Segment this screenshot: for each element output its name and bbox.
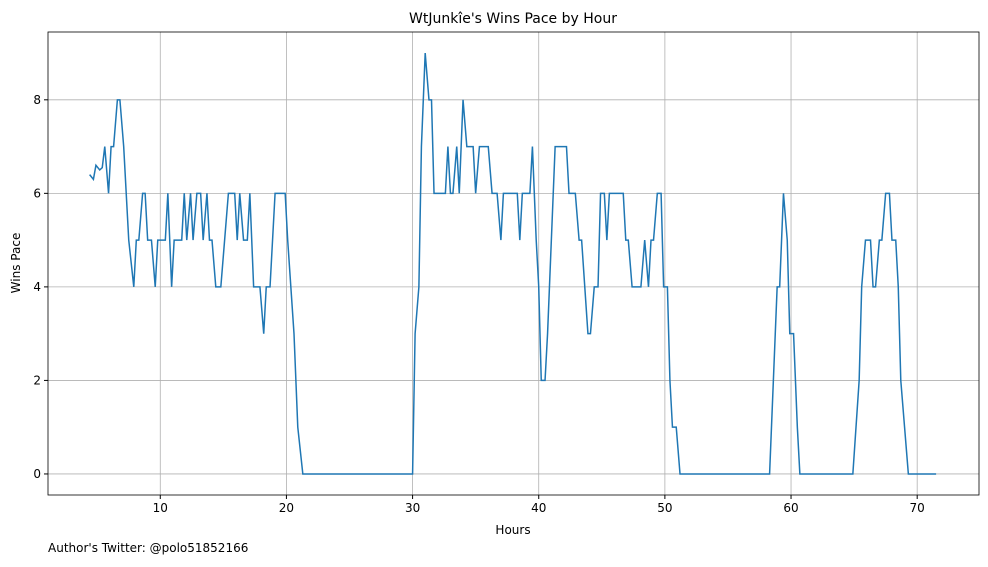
x-tick-label: 30 xyxy=(405,501,420,515)
y-tick-label: 2 xyxy=(33,373,41,387)
x-axis-label: Hours xyxy=(495,523,530,537)
y-axis-label: Wins Pace xyxy=(9,233,23,294)
chart-title: WtJunkîe's Wins Pace by Hour xyxy=(409,11,617,27)
x-tick-label: 70 xyxy=(910,501,925,515)
x-tick-label: 60 xyxy=(783,501,798,515)
x-tick-label: 50 xyxy=(657,501,672,515)
annotation: Author's Twitter: @polo51852166 xyxy=(48,541,248,555)
line-series xyxy=(89,52,937,475)
y-tick-label: 0 xyxy=(33,467,41,481)
y-tick-label: 8 xyxy=(33,93,41,107)
plot-frame xyxy=(47,31,980,496)
x-tick-label: 40 xyxy=(531,501,546,515)
y-tick-label: 4 xyxy=(33,280,41,294)
x-tick-label: 20 xyxy=(279,501,294,515)
x-tick-label: 10 xyxy=(153,501,168,515)
y-tick-label: 6 xyxy=(33,186,41,200)
